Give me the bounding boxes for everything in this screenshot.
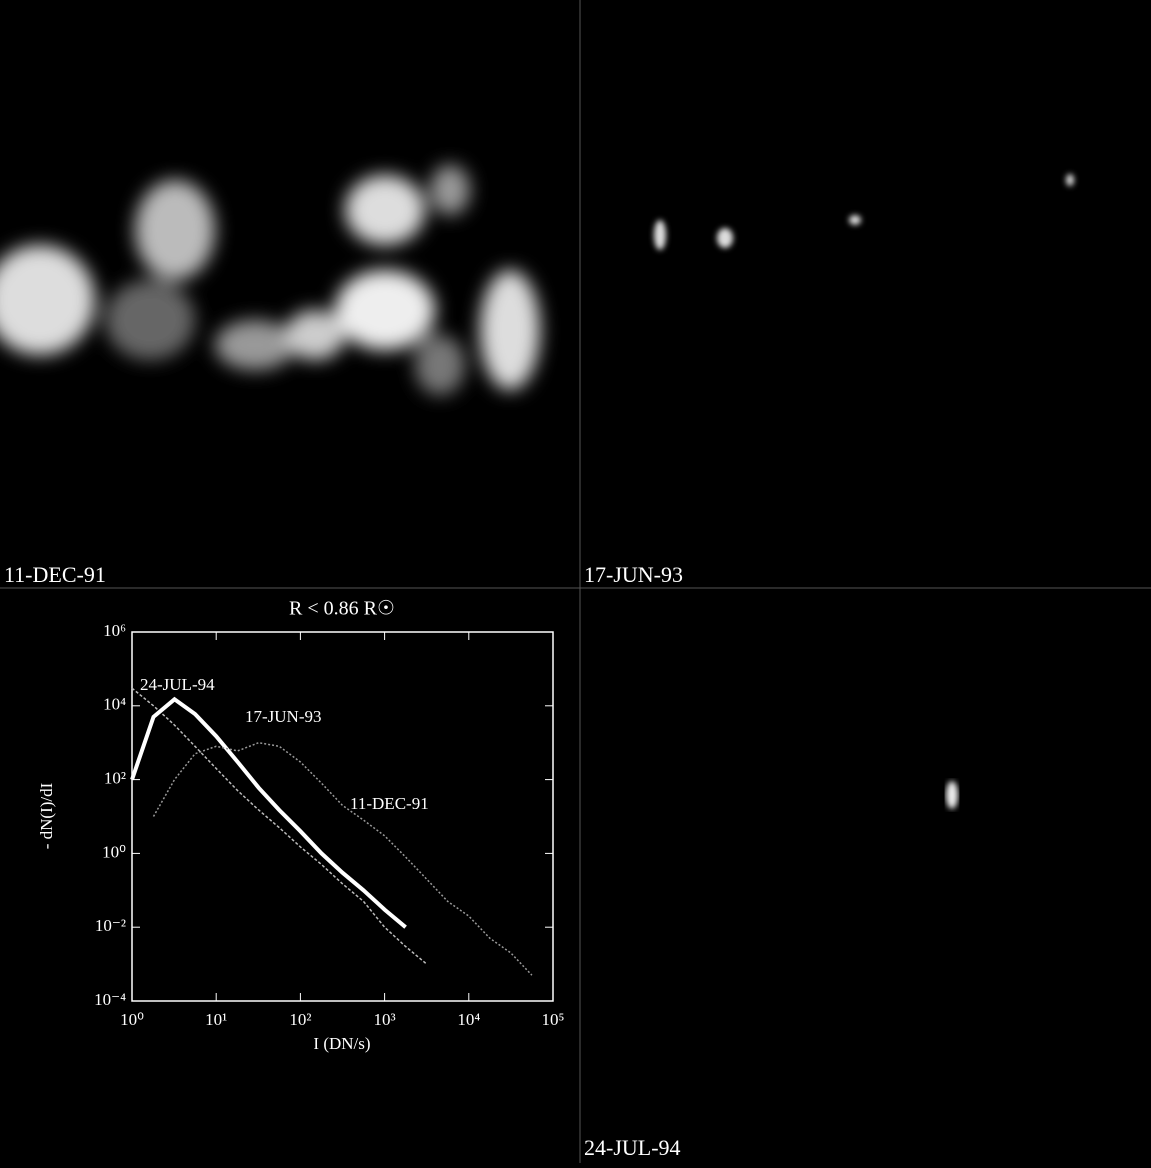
x-tick-label: 10² [289,1010,311,1029]
series-label: 11-DEC-91 [350,794,429,813]
series-line [130,696,407,929]
y-axis-label: - dN(I)/dI [37,782,56,849]
panel-label: 17-JUN-93 [584,562,683,587]
y-tick-label: 10⁻² [95,916,126,935]
y-tick-label: 10⁰ [102,842,126,861]
solar-image-1994 [946,781,958,809]
solar-image-1991 [0,165,540,395]
y-tick-label: 10⁻⁴ [94,990,126,1009]
chart-title: R < 0.86 R☉ [289,598,395,620]
panel-label: 24-JUL-94 [584,1135,681,1160]
panel-label: 11-DEC-91 [4,562,106,587]
plot-frame [131,631,554,1002]
series-label: 24-JUL-94 [140,675,215,694]
y-tick-label: 10⁶ [103,621,126,640]
x-tick-label: 10⁰ [120,1010,144,1029]
x-tick-label: 10⁴ [457,1010,480,1029]
series-line [131,687,428,965]
solar-image-1993 [654,174,1074,250]
x-tick-label: 10⁵ [542,1010,565,1029]
series-line [152,741,533,976]
y-tick-label: 10⁴ [103,695,126,714]
y-tick-label: 10² [104,769,126,788]
series-label: 17-JUN-93 [245,707,322,726]
x-axis-label: I (DN/s) [313,1034,370,1053]
x-tick-label: 10¹ [205,1010,227,1029]
x-tick-label: 10³ [374,1010,396,1029]
